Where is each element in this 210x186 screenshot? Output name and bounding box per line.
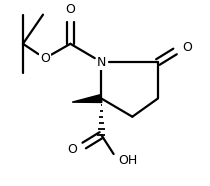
Text: O: O xyxy=(40,52,50,65)
Text: N: N xyxy=(97,56,106,68)
Text: O: O xyxy=(66,3,75,16)
Text: O: O xyxy=(182,41,192,54)
Text: O: O xyxy=(67,143,77,156)
Text: OH: OH xyxy=(119,154,138,167)
Polygon shape xyxy=(72,94,102,102)
